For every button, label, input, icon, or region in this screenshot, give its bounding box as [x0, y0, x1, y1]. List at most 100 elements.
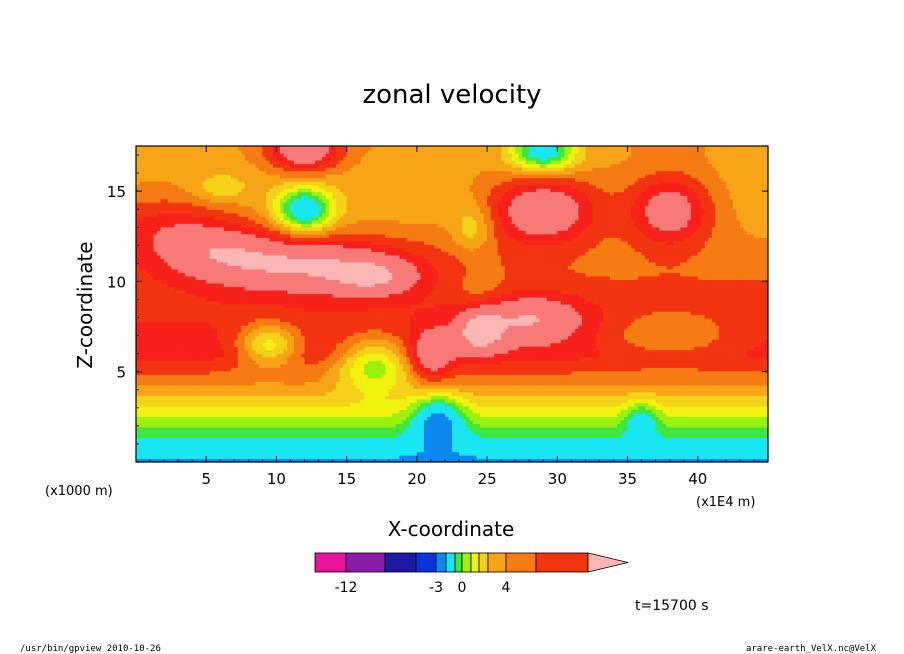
field-cell [206, 440, 211, 446]
field-cell [153, 402, 158, 407]
field-cell [683, 412, 688, 417]
field-cell [258, 419, 263, 424]
field-cell [595, 440, 601, 446]
field-cell [378, 416, 383, 421]
field-cell [367, 367, 372, 372]
field-cell [381, 416, 386, 421]
field-cell [645, 426, 650, 431]
field-cell [659, 416, 664, 421]
field-cell [659, 423, 664, 428]
field-cell [620, 381, 625, 386]
field-cell [606, 381, 611, 386]
field-cell [406, 426, 411, 431]
field-cell [736, 384, 741, 389]
field-cell [213, 454, 218, 460]
field-cell [413, 374, 418, 379]
field-cell [315, 416, 320, 421]
field-cell [385, 451, 390, 456]
field-cell [399, 447, 404, 453]
field-cell [248, 447, 253, 453]
field-cell [550, 419, 555, 424]
field-cell [483, 381, 488, 386]
field-cell [564, 440, 569, 446]
field-cell [539, 440, 544, 446]
field-cell [143, 409, 148, 414]
field-cell [188, 409, 193, 414]
field-cell [311, 430, 316, 435]
field-cell [736, 377, 741, 382]
field-cell [343, 430, 348, 435]
field-cell [336, 381, 341, 386]
field-cell [343, 367, 348, 372]
field-cell [659, 440, 664, 446]
field-cell [750, 395, 755, 400]
field-cell [283, 391, 288, 396]
field-cell [402, 402, 407, 407]
field-cell [427, 416, 432, 421]
field-cell [185, 419, 190, 424]
field-cell [413, 454, 418, 460]
field-cell [381, 384, 386, 389]
field-cell [216, 440, 221, 446]
field-cell [546, 447, 551, 453]
field-cell [613, 374, 618, 379]
field-cell [476, 405, 481, 410]
field-cell [592, 367, 597, 372]
field-cell [480, 370, 485, 375]
field-cell [525, 426, 530, 431]
field-cell [617, 430, 622, 435]
field-cell [227, 430, 232, 435]
field-cell [487, 395, 492, 400]
field-cell [697, 367, 702, 372]
field-cell [585, 437, 590, 442]
field-cell [325, 458, 330, 462]
field-cell [241, 405, 246, 410]
field-cell [673, 374, 678, 379]
field-cell [459, 416, 464, 421]
field-cell [202, 374, 207, 379]
field-cell [286, 395, 292, 400]
field-cell [669, 367, 674, 372]
field-cell [423, 423, 429, 428]
field-cell [392, 384, 397, 389]
field-cell [244, 440, 249, 446]
field-cell [311, 398, 316, 403]
field-cell [662, 419, 667, 424]
field-cell [669, 374, 674, 379]
field-cell [476, 440, 481, 446]
field-cell [620, 447, 625, 453]
field-cell [343, 409, 348, 414]
field-cell [732, 377, 737, 382]
field-cell [473, 391, 478, 396]
field-cell [146, 419, 151, 424]
field-cell [508, 433, 513, 439]
field-cell [139, 440, 144, 446]
field-cell [381, 367, 386, 372]
field-cell [136, 388, 141, 393]
field-cell [336, 409, 341, 414]
field-cell [286, 377, 292, 382]
field-cell [420, 426, 425, 431]
field-cell [578, 388, 583, 393]
field-cell [487, 405, 492, 410]
field-cell [188, 437, 193, 442]
field-cell [571, 416, 576, 421]
field-cell [624, 437, 629, 442]
field-cell [143, 384, 148, 389]
field-cell [311, 381, 316, 386]
field-cell [276, 416, 281, 421]
field-cell [406, 444, 411, 449]
field-cell [490, 451, 495, 456]
field-cell [673, 370, 678, 375]
field-cell [578, 402, 583, 407]
field-cell [315, 367, 320, 372]
field-cell [283, 458, 288, 462]
field-cell [434, 374, 439, 379]
field-cell [490, 391, 495, 396]
field-cell [673, 440, 678, 446]
field-cell [631, 405, 636, 410]
field-cell [234, 405, 239, 410]
field-cell [645, 388, 650, 393]
field-cell [202, 416, 207, 421]
field-cell [213, 458, 218, 462]
